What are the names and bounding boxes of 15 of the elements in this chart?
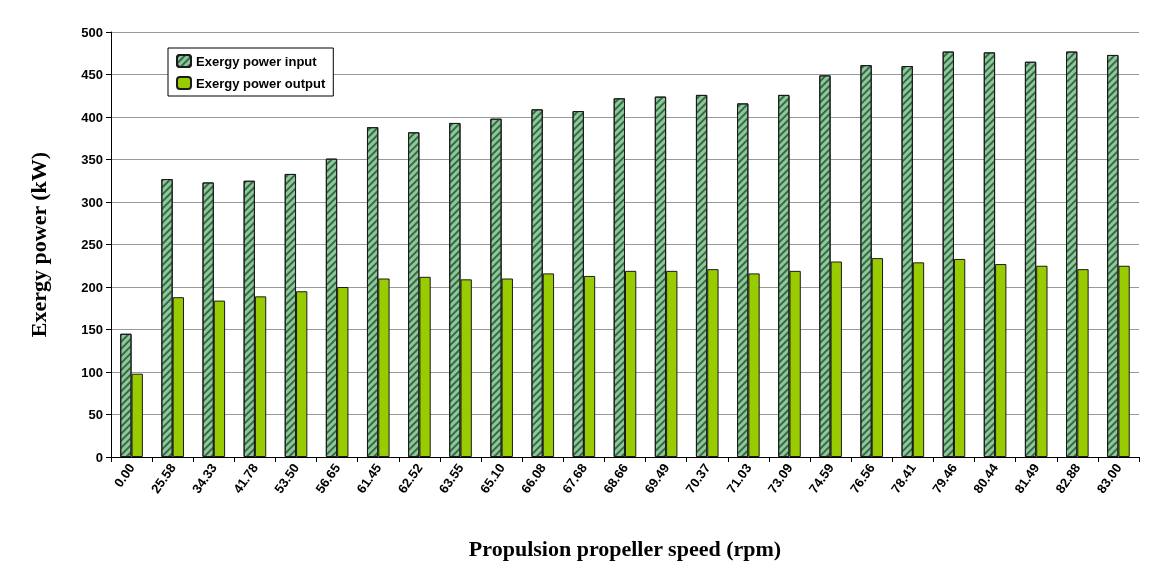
y-tick-label: 50 xyxy=(88,407,103,422)
y-tick-label: 200 xyxy=(81,279,103,295)
y-tick-label: 450 xyxy=(81,67,103,82)
y-tick-label: 0 xyxy=(95,449,103,465)
y-tick-label: 100 xyxy=(81,364,103,380)
x-axis-title: Propulsion propeller speed (rpm) xyxy=(468,535,782,561)
y-tick-label: 500 xyxy=(81,24,103,40)
y-tick-label: 350 xyxy=(81,152,103,167)
y-axis-title: Exergy power (kW) xyxy=(25,151,51,338)
y-tick-label: 150 xyxy=(81,322,103,337)
y-tick-label: 250 xyxy=(81,237,103,252)
y-tick-label: 300 xyxy=(81,194,103,210)
y-tick-label: 400 xyxy=(81,109,103,125)
legend-label: Exergy power output xyxy=(196,75,326,91)
legend-label: Exergy power input xyxy=(196,53,318,69)
